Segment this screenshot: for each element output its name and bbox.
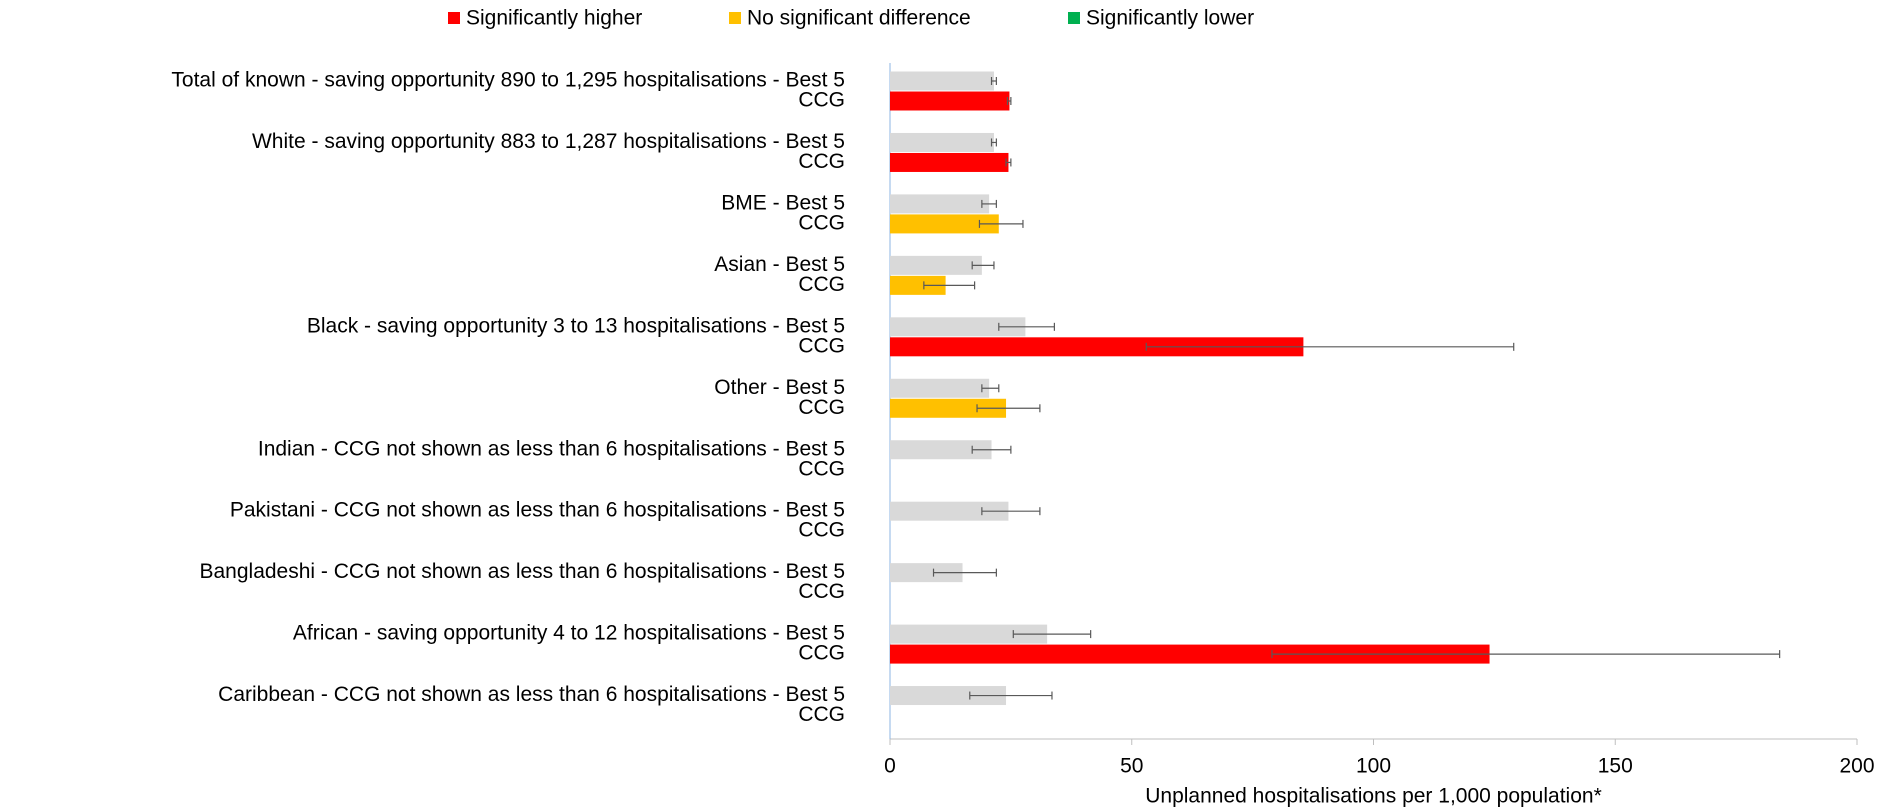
category-label: Other - Best 5 [714, 376, 845, 399]
bar [890, 214, 999, 234]
category-label: BME - Best 5 [721, 191, 845, 214]
category-label: Caribbean - CCG not shown as less than 6… [218, 683, 845, 706]
error-bar [971, 261, 995, 270]
x-tick-label: 100 [1356, 755, 1391, 778]
error-bar [976, 404, 1041, 413]
category-label: Indian - CCG not shown as less than 6 ho… [258, 437, 845, 460]
category-label: CCG [798, 273, 845, 296]
category-label: CCG [798, 580, 845, 603]
category-label: CCG [798, 396, 845, 419]
category-label: Pakistani - CCG not shown as less than 6… [230, 499, 845, 522]
category-label: CCG [798, 89, 845, 112]
bar [890, 644, 1490, 664]
bar [890, 71, 994, 91]
legend-label: Significantly higher [466, 7, 642, 30]
category-label: CCG [798, 211, 845, 234]
x-tick-label: 50 [1120, 755, 1143, 778]
error-bar [1006, 97, 1012, 105]
error-bar [981, 507, 1041, 516]
category-label: CCG [798, 457, 845, 480]
category-label: Black - saving opportunity 3 to 13 hospi… [307, 314, 845, 337]
bar [890, 624, 1048, 644]
error-bar [1271, 650, 1781, 659]
error-bar [1005, 158, 1012, 167]
legend-swatch [448, 12, 460, 24]
error-bar [932, 568, 997, 577]
error-bar [981, 199, 997, 208]
bar [890, 686, 1007, 706]
bar [890, 317, 1026, 337]
error-bar [981, 384, 1000, 393]
bar [890, 378, 990, 398]
category-label: CCG [798, 334, 845, 357]
error-bar [969, 691, 1053, 700]
error-bar [923, 281, 976, 290]
category-label: CCG [798, 703, 845, 726]
bar [890, 255, 982, 275]
x-axis-label: Unplanned hospitalisations per 1,000 pop… [1145, 785, 1602, 808]
bar [890, 194, 990, 214]
category-label: African - saving opportunity 4 to 12 hos… [293, 622, 845, 645]
error-bar [978, 219, 1024, 228]
category-label: Bangladeshi - CCG not shown as less than… [199, 560, 845, 583]
x-tick-label: 0 [884, 755, 896, 778]
x-tick-label: 200 [1839, 755, 1874, 778]
category-label: White - saving opportunity 883 to 1,287 … [252, 130, 845, 153]
category-label: CCG [798, 519, 845, 542]
category-label: CCG [798, 150, 845, 173]
error-bar [1145, 342, 1515, 351]
error-bar [1012, 630, 1092, 639]
bar [890, 132, 994, 152]
x-tick-label: 150 [1598, 755, 1633, 778]
legend-swatch [1068, 12, 1080, 24]
bar [890, 275, 946, 295]
bar [890, 440, 992, 460]
category-label: CCG [798, 642, 845, 665]
category-label: Total of known - saving opportunity 890 … [171, 69, 845, 92]
error-bar [971, 445, 1012, 454]
bar [890, 563, 963, 583]
bar [890, 398, 1007, 418]
bar [890, 501, 1009, 521]
error-bar [998, 322, 1055, 331]
legend-swatch [729, 12, 741, 24]
error-bar [990, 138, 997, 147]
bar [890, 91, 1010, 111]
legend-label: Significantly lower [1086, 7, 1254, 30]
error-bar [990, 77, 997, 85]
legend-label: No significant difference [747, 7, 971, 30]
bar [890, 152, 1009, 172]
category-label: Asian - Best 5 [714, 253, 845, 276]
bar [890, 337, 1304, 357]
